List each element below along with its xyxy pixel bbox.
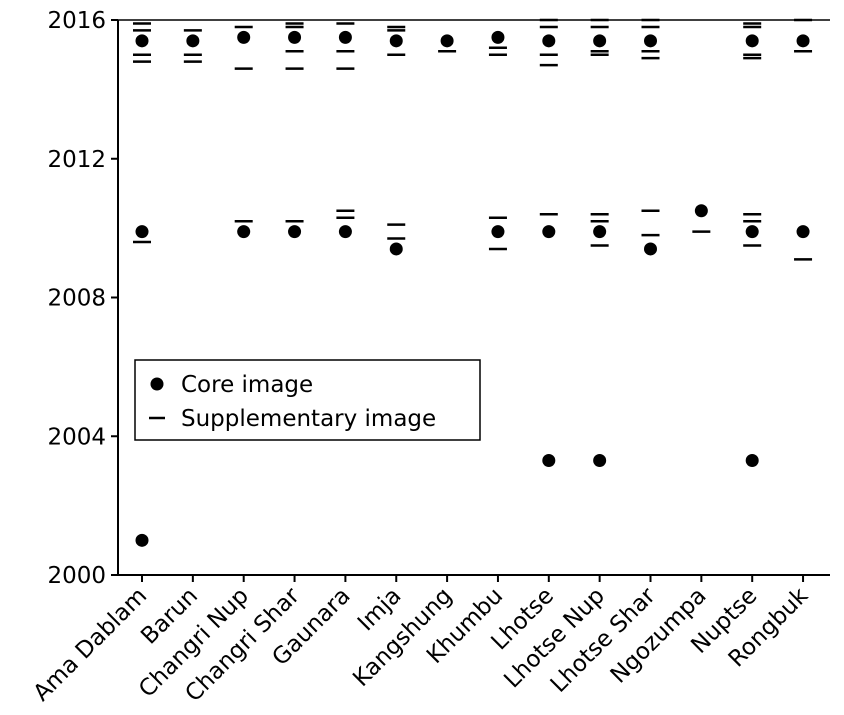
core-point	[542, 454, 556, 468]
core-point	[796, 34, 810, 48]
core-point	[135, 533, 149, 547]
x-tick-label: Ama Dablam	[29, 583, 153, 707]
core-point	[745, 225, 759, 239]
core-point	[237, 30, 251, 44]
core-point	[593, 34, 607, 48]
y-tick-label: 2012	[47, 147, 106, 173]
core-point	[644, 242, 657, 256]
core-point	[491, 30, 505, 44]
core-point	[338, 30, 352, 44]
core-point	[389, 242, 403, 256]
legend-label: Supplementary image	[181, 406, 436, 432]
core-point	[491, 225, 505, 239]
core-point	[644, 34, 657, 48]
legend-marker	[150, 377, 164, 391]
y-tick-label: 2008	[47, 286, 106, 312]
core-point	[593, 454, 607, 468]
core-point	[237, 225, 251, 239]
core-point	[288, 225, 302, 239]
legend-label: Core image	[181, 372, 313, 398]
core-point	[135, 225, 149, 239]
core-point	[542, 225, 556, 239]
core-point	[694, 204, 708, 218]
y-tick-label: 2000	[47, 563, 106, 589]
core-point	[796, 225, 810, 239]
core-point	[186, 34, 200, 48]
core-point	[745, 34, 759, 48]
core-point	[745, 454, 759, 468]
core-point	[288, 30, 302, 44]
y-tick-label: 2016	[47, 8, 106, 34]
legend-box	[134, 359, 481, 441]
core-point	[389, 34, 403, 48]
core-point	[542, 34, 556, 48]
core-point	[338, 225, 352, 239]
core-point	[593, 225, 607, 239]
y-tick-label: 2004	[47, 424, 106, 450]
core-point	[440, 34, 454, 48]
core-point	[135, 34, 149, 48]
